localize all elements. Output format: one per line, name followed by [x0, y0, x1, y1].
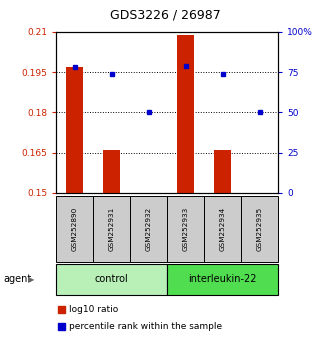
- Text: GSM252931: GSM252931: [109, 207, 115, 251]
- Text: GSM252933: GSM252933: [183, 207, 189, 251]
- Text: interleukin-22: interleukin-22: [188, 274, 257, 285]
- Text: ▶: ▶: [28, 275, 35, 284]
- Text: control: control: [95, 274, 128, 285]
- Bar: [67, 67, 83, 193]
- Bar: [103, 150, 120, 193]
- Text: percentile rank within the sample: percentile rank within the sample: [69, 322, 222, 331]
- Text: agent: agent: [3, 274, 31, 285]
- Bar: [177, 35, 194, 193]
- Text: GSM252890: GSM252890: [72, 207, 78, 251]
- Text: GSM252932: GSM252932: [146, 207, 152, 251]
- Text: GDS3226 / 26987: GDS3226 / 26987: [110, 9, 221, 22]
- Text: GSM252934: GSM252934: [219, 207, 226, 251]
- Text: log10 ratio: log10 ratio: [69, 305, 118, 314]
- Bar: [214, 150, 231, 193]
- Text: GSM252935: GSM252935: [257, 207, 262, 251]
